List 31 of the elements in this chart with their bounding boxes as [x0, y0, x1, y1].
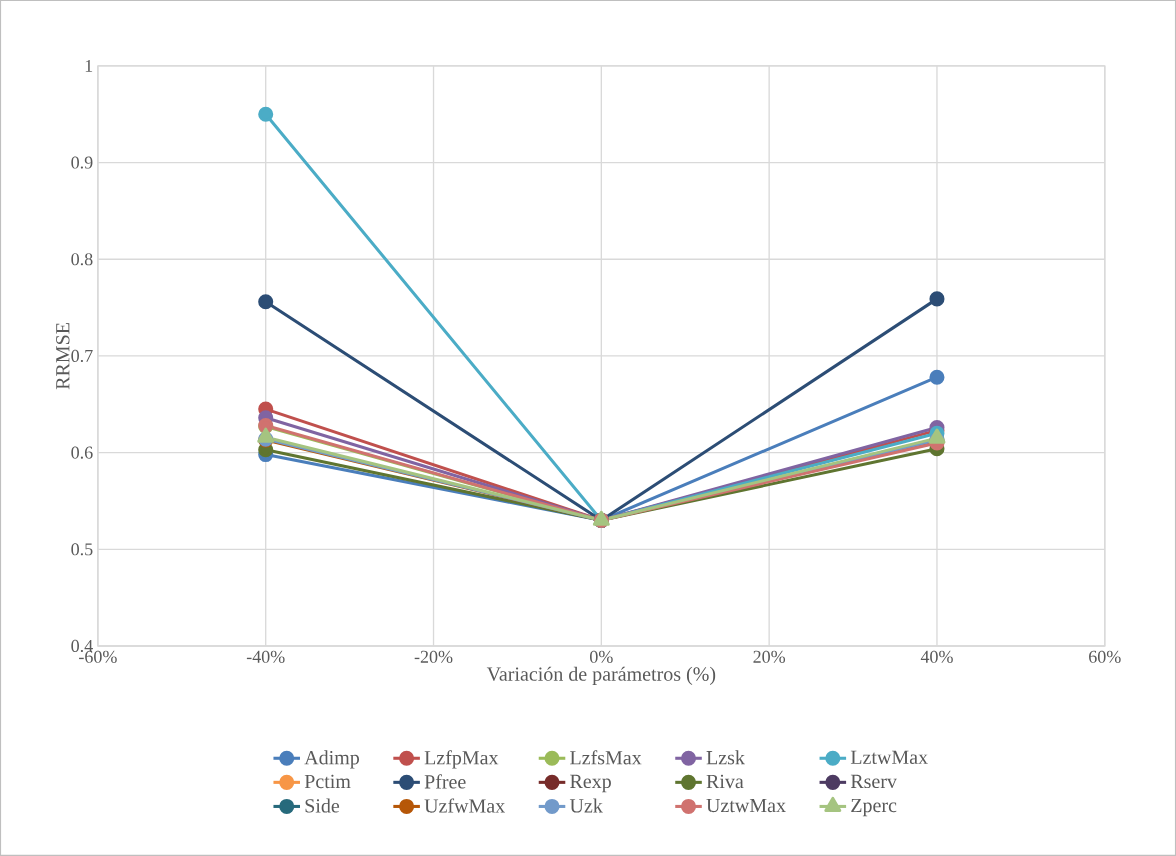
x-tick-label: 40% [920, 650, 953, 663]
legend-label: Riva [706, 774, 744, 789]
y-tick-label: 0.5 [71, 543, 93, 556]
y-tick-label: 0.7 [71, 349, 93, 363]
legend-label: UzfwMax [424, 798, 505, 813]
x-tick-label: -20% [414, 650, 453, 663]
y-tick-label: 0.9 [71, 156, 93, 169]
legend-label: Zperc [851, 798, 897, 817]
y-tick-label: 0.8 [71, 253, 93, 266]
legend-label: Rserv [850, 774, 897, 789]
y-tick-label: 1 [85, 59, 93, 72]
legend-label: Side [305, 798, 340, 813]
x-axis-title: Variación de parámetros (%) [486, 666, 716, 685]
legend-label: LzfpMax [424, 750, 499, 769]
legend-label: Lzsk [706, 750, 745, 765]
legend-label: UztwMax [706, 798, 786, 813]
legend-label: Uzk [569, 798, 603, 813]
y-axis-title: RRMSE [56, 323, 70, 390]
x-tick-label: -40% [246, 650, 285, 663]
y-tick-label: 0.4 [71, 639, 93, 653]
x-tick-label: -60% [79, 650, 117, 663]
legend-label: Adimp [304, 750, 360, 769]
legend-label: Pfree [424, 774, 466, 789]
x-tick-label: 60% [1089, 650, 1121, 663]
y-tick-label: 0.6 [71, 446, 93, 459]
legend-label: Rexp [570, 774, 611, 793]
x-tick-label: 20% [753, 650, 786, 663]
legend-label: LzfsMax [570, 750, 642, 765]
x-tick-label: 0% [590, 650, 613, 663]
legend-label: LztwMax [850, 750, 928, 765]
legend-label: Pctim [304, 774, 351, 789]
